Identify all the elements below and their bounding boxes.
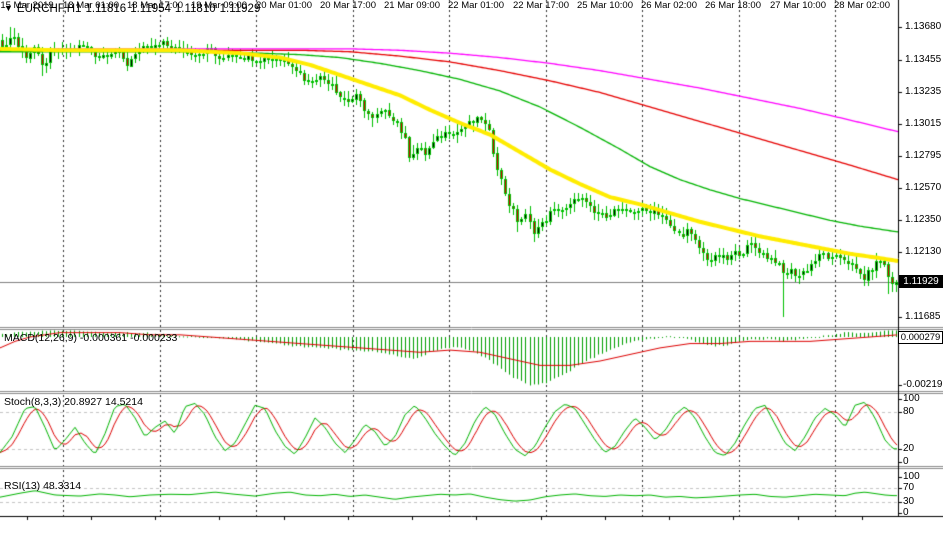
stoch-indicator-label: Stoch(8,3,3) 20.8927 14.5214 bbox=[4, 396, 143, 408]
macd-indicator-label: MACD(12,26,9) -0.000361 -0.000233 bbox=[4, 332, 178, 344]
chart-header: ▼ EURCHF,H1 1.11816 1.11954 1.11810 1.11929 bbox=[4, 3, 264, 15]
macd-current-value-marker: 0.000279 bbox=[898, 331, 943, 344]
open-value: 1.11816 bbox=[85, 3, 127, 15]
symbol-timeframe: EURCHF,H1 bbox=[16, 3, 82, 15]
high-value: 1.11954 bbox=[130, 3, 171, 15]
low-value: 1.11810 bbox=[174, 3, 216, 15]
close-value: 1.11929 bbox=[219, 3, 261, 15]
rsi-indicator-label: RSI(13) 48.3314 bbox=[4, 480, 82, 492]
current-price-marker: 1.11929 bbox=[899, 275, 943, 288]
macd-min-label: -0.002196 bbox=[903, 379, 943, 390]
symbol-dropdown-icon: ▼ bbox=[4, 3, 13, 13]
